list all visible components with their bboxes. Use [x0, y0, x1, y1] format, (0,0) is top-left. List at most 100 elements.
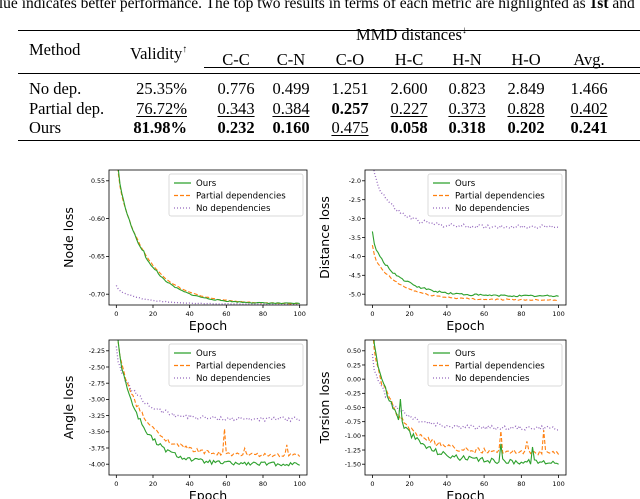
x-tick-label: 60	[222, 480, 230, 488]
mmd-cell: 0.823	[448, 79, 486, 98]
mmd-rule	[204, 67, 640, 68]
legend: Ours Partial dependencies No dependencies	[427, 173, 563, 217]
x-tick-label: 0	[114, 480, 118, 488]
column-header: H-C	[394, 50, 424, 69]
legend-box	[168, 173, 304, 217]
y-axis-label: Node loss	[61, 207, 76, 268]
validity-up-arrow: ↑	[182, 44, 188, 55]
x-axis-label: Epoch	[189, 318, 227, 333]
x-tick-label: 80	[517, 310, 525, 318]
series-line-partial	[371, 244, 559, 302]
y-tick-label: 0.50	[347, 348, 361, 355]
caption-first: 1st	[589, 0, 609, 12]
mmd-cell: 0.828	[507, 99, 545, 118]
legend-label: No dependencies	[196, 204, 271, 214]
y-tick-label: -0.50	[345, 405, 361, 412]
x-tick-label: 100	[552, 310, 564, 318]
series-line-ours	[117, 340, 300, 467]
mmd-cell: 1.466	[570, 79, 608, 98]
legend: Ours Partial dependencies No dependencies	[168, 343, 304, 387]
y-tick-label: 0.55	[91, 178, 105, 185]
chart-torsion: 0 20 40 60 80 100 0.50 0.25 0.00 -0.25 -0.50 -0.75 -…	[317, 339, 567, 499]
mmd-cell: 0.499	[272, 79, 310, 98]
validity-cell: 25.35%	[136, 79, 187, 98]
mmd-cell: 1.251	[331, 79, 369, 98]
y-tick-label: -4.5	[349, 273, 361, 280]
x-tick-label: 100	[293, 480, 305, 488]
legend-label: No dependencies	[196, 374, 271, 384]
mmd-cell: 0.227	[390, 99, 428, 118]
legend-box	[168, 343, 304, 387]
mmd-cell: 0.232	[217, 118, 255, 137]
chart-node: 0 20 40 60 80 100 0.55 -0.60 -0.65 -0.70 Epoch Node…	[61, 169, 308, 333]
series-line-partial	[117, 170, 300, 305]
mmd-cell: 0.058	[390, 118, 428, 137]
x-tick-label: 60	[480, 310, 488, 318]
y-tick-label: -5.0	[349, 292, 361, 299]
mmd-cell: 0.318	[448, 118, 486, 137]
legend-label: Partial dependencies	[196, 192, 286, 202]
x-axis-label: Epoch	[446, 488, 484, 499]
x-tick-label: 100	[552, 480, 564, 488]
x-tick-label: 0	[370, 310, 374, 318]
mmd-cell: 0.257	[331, 99, 369, 118]
legend-label: Ours	[196, 179, 217, 189]
x-tick-label: 80	[259, 480, 267, 488]
y-tick-label: -2.25	[89, 348, 105, 355]
mmd-cell: 2.600	[390, 79, 428, 98]
x-tick-label: 20	[406, 480, 414, 488]
mmd-cell: 2.849	[507, 79, 545, 98]
legend-label: Ours	[455, 349, 476, 359]
mmd-cell: 0.343	[217, 99, 255, 118]
series-line-ours	[371, 231, 559, 298]
y-tick-label: -2.0	[349, 178, 361, 185]
legend-label: Partial dependencies	[196, 362, 286, 372]
mmd-cell: 0.384	[272, 99, 310, 118]
y-tick-label: -3.50	[89, 429, 105, 436]
y-tick-label: -3.25	[89, 413, 105, 420]
y-tick-label: -3.00	[89, 397, 105, 404]
chart-angle: 0 20 40 60 80 100 -2.25 -2.50 -2.75 -3.00 -3.25 -3.…	[61, 339, 308, 499]
validity-cell: 76.72%	[136, 99, 187, 118]
y-axis-label: Distance loss	[317, 196, 332, 279]
header-method: Method	[29, 40, 81, 59]
mmd-cell: 0.241	[570, 118, 608, 137]
x-tick-label: 40	[443, 480, 451, 488]
mmd-cell: 0.475	[331, 118, 369, 137]
x-tick-label: 20	[149, 310, 157, 318]
x-tick-label: 20	[406, 310, 414, 318]
header-mmd-label: MMD distances	[356, 25, 462, 44]
x-tick-label: 80	[517, 480, 525, 488]
y-tick-label: 0.00	[347, 376, 361, 383]
series-line-ours	[117, 170, 300, 305]
legend-label: No dependencies	[455, 204, 530, 214]
series-line-none	[115, 346, 300, 423]
legend-box	[427, 173, 563, 217]
y-tick-label: -4.00	[89, 462, 105, 469]
column-header: C-C	[222, 50, 250, 69]
mmd-cell: 0.202	[507, 118, 545, 137]
y-tick-label: -1.50	[345, 462, 361, 469]
series-line-none	[115, 285, 300, 305]
x-tick-label: 40	[186, 310, 194, 318]
y-tick-label: -4.0	[349, 254, 361, 261]
plot-frame	[108, 339, 308, 476]
y-tick-label: -2.50	[89, 364, 105, 371]
caption-suffix: and	[608, 0, 635, 12]
header-validity-label: Validity	[130, 44, 183, 63]
y-tick-label: -0.60	[89, 216, 105, 223]
y-tick-label: -2.5	[349, 197, 361, 204]
series-line-none	[371, 354, 559, 431]
table-caption: alue indicates better performance. The t…	[0, 0, 640, 14]
x-tick-label: 100	[293, 310, 305, 318]
y-tick-label: -1.25	[345, 447, 361, 454]
y-tick-label: -0.25	[345, 391, 361, 398]
plot-frame	[108, 169, 308, 306]
x-tick-label: 20	[149, 480, 157, 488]
y-axis-label: Torsion loss	[317, 372, 332, 445]
mmd-cell: 0.373	[448, 99, 486, 118]
legend-label: Ours	[455, 179, 476, 189]
series-line-ours	[373, 340, 559, 466]
top-rule	[18, 30, 640, 32]
